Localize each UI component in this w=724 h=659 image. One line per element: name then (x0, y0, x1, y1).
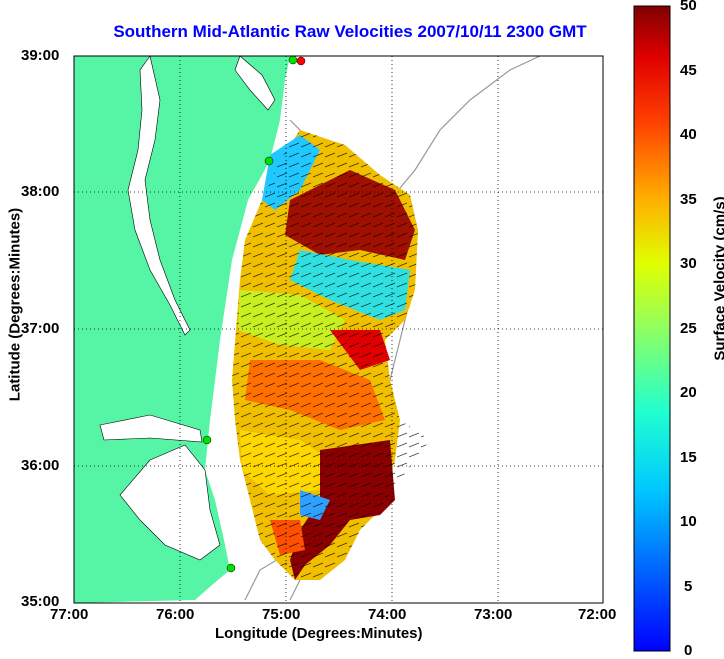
colorbar-tick-label: 5 (684, 578, 693, 595)
grid-lines (74, 56, 603, 603)
colorbar-tick-label: 15 (680, 449, 697, 466)
y-axis-label: Latitude (Degrees:Minutes) (6, 207, 24, 402)
chesapeake-bay (127, 56, 191, 336)
y-tick-label: 36:00 (21, 457, 60, 474)
albemarle-sound (99, 414, 203, 443)
delaware-bay (234, 56, 276, 111)
radar-site-marker (202, 435, 212, 445)
y-tick-label: 35:00 (21, 593, 60, 610)
radar-site-marker (226, 563, 236, 573)
colorbar-tick-label: 50 (680, 0, 697, 14)
y-tick-label: 37:00 (21, 320, 60, 337)
x-tick-label: 72:00 (578, 606, 617, 623)
y-tick-label: 39:00 (21, 47, 60, 64)
pamlico-sound (119, 444, 221, 561)
colorbar (633, 5, 671, 652)
colorbar-tick-label: 40 (680, 126, 697, 143)
radar-site-marker (264, 156, 274, 166)
x-tick-label: 74:00 (368, 606, 407, 623)
x-tick-label: 77:00 (50, 606, 89, 623)
radar-site-marker (288, 56, 298, 65)
colorbar-tick-label: 25 (680, 320, 697, 337)
radar-site-marker (296, 56, 306, 66)
colorbar-tick-label: 0 (684, 642, 693, 659)
colorbar-tick-label: 20 (680, 384, 697, 401)
colorbar-tick-label: 35 (680, 191, 697, 208)
x-tick-label: 76:00 (156, 606, 195, 623)
x-tick-label: 73:00 (474, 606, 513, 623)
chart-title: Southern Mid-Atlantic Raw Velocities 200… (113, 22, 587, 41)
x-tick-label: 75:00 (262, 606, 301, 623)
velocity-vectors (232, 130, 430, 580)
colorbar-tick-label: 30 (680, 255, 697, 272)
colorbar-label: Surface Velocity (cm/s) (711, 196, 724, 361)
x-axis-label: Longitude (Degrees:Minutes) (215, 625, 423, 642)
colorbar-tick-label: 10 (680, 513, 697, 530)
y-tick-label: 38:00 (21, 183, 60, 200)
colorbar-tick-label: 45 (680, 62, 697, 79)
